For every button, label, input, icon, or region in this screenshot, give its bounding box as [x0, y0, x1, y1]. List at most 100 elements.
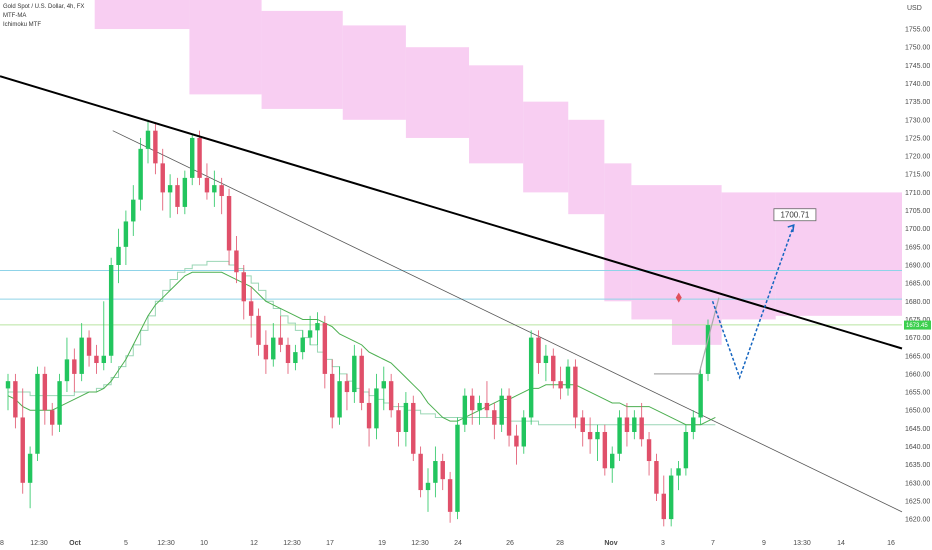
candle-body[interactable] [153, 130, 158, 164]
candle-body[interactable] [278, 337, 283, 345]
candle-body[interactable] [455, 424, 460, 512]
indicator-ichimoku[interactable]: Ichimoku MTF [3, 22, 42, 28]
candle-body[interactable] [20, 417, 25, 483]
candle-body[interactable] [433, 461, 438, 483]
candle-body[interactable] [632, 417, 637, 432]
candle-body[interactable] [359, 355, 364, 403]
candle-body[interactable] [271, 337, 276, 360]
candle-body[interactable] [691, 417, 696, 432]
candle-body[interactable] [646, 439, 652, 462]
candle-body[interactable] [676, 468, 681, 476]
candle-body[interactable] [263, 344, 269, 360]
candle-body[interactable] [285, 344, 291, 364]
candle-body[interactable] [506, 395, 512, 436]
candle-body[interactable] [204, 177, 210, 193]
candle-body[interactable] [300, 337, 305, 353]
candle-body[interactable] [536, 337, 541, 364]
candle-body[interactable] [396, 410, 401, 432]
candle-body[interactable] [462, 395, 468, 425]
candle-body[interactable] [182, 177, 188, 207]
projection-path[interactable] [711, 224, 795, 380]
candle-body[interactable] [477, 402, 482, 411]
candle-body[interactable] [668, 475, 674, 520]
candle-body[interactable] [116, 246, 121, 265]
candle-body[interactable] [602, 431, 608, 469]
candle-body[interactable] [551, 355, 556, 382]
candle-body[interactable] [138, 148, 143, 200]
candle-body[interactable] [587, 431, 593, 440]
candle-body[interactable] [654, 461, 659, 494]
candle-body[interactable] [212, 185, 217, 193]
candle-body[interactable] [492, 410, 497, 425]
candle-body[interactable] [108, 265, 114, 356]
candle-body[interactable] [499, 395, 504, 425]
candle-body[interactable] [160, 163, 165, 193]
candle-body[interactable] [145, 130, 151, 149]
candle-body[interactable] [50, 410, 55, 425]
candle-body[interactable] [705, 325, 711, 374]
candle-body[interactable] [131, 199, 136, 222]
projection-grey-path[interactable] [653, 297, 720, 375]
target-label-box[interactable] [773, 208, 817, 222]
candle-body[interactable] [219, 185, 224, 197]
candle-body[interactable] [411, 402, 416, 454]
candle-body[interactable] [573, 366, 578, 418]
candle-body[interactable] [94, 355, 99, 364]
candle-body[interactable] [64, 359, 70, 382]
candle-body[interactable] [175, 185, 180, 207]
candle-body[interactable] [79, 337, 84, 374]
candle-body[interactable] [440, 461, 445, 480]
candle-body[interactable] [344, 381, 350, 393]
descending-trendline[interactable] [112, 130, 903, 513]
candle-body[interactable] [293, 352, 298, 364]
candle-body[interactable] [447, 479, 453, 512]
candle-body[interactable] [197, 137, 202, 178]
candle-body[interactable] [330, 373, 335, 418]
indicator-mtf-ma[interactable]: MTF-MA [3, 13, 27, 19]
candle-body[interactable] [315, 323, 320, 331]
candle-body[interactable] [514, 435, 519, 447]
signal-marker[interactable] [675, 292, 682, 303]
candle-body[interactable] [337, 381, 342, 418]
candle-body[interactable] [639, 417, 644, 440]
candle-body[interactable] [57, 381, 62, 425]
candle-body[interactable] [226, 196, 232, 251]
resistance-trendline[interactable] [0, 75, 903, 350]
candle-body[interactable] [13, 381, 18, 418]
candle-body[interactable] [256, 315, 261, 345]
candle-body[interactable] [580, 417, 585, 432]
candle-body[interactable] [470, 395, 475, 411]
candle-body[interactable] [5, 381, 11, 389]
candle-body[interactable] [322, 323, 328, 374]
candle-body[interactable] [425, 482, 431, 491]
candle-body[interactable] [123, 221, 129, 247]
candle-body[interactable] [388, 381, 394, 411]
candle-body[interactable] [698, 373, 703, 418]
candle-body[interactable] [248, 301, 254, 316]
candle-body[interactable] [558, 381, 563, 389]
candle-body[interactable] [661, 493, 666, 520]
candle-body[interactable] [403, 402, 409, 432]
candle-body[interactable] [624, 417, 630, 432]
candle-body[interactable] [565, 366, 571, 389]
candle-body[interactable] [190, 137, 195, 178]
candle-body[interactable] [167, 185, 173, 193]
candle-body[interactable] [27, 453, 33, 483]
candle-body[interactable] [484, 402, 490, 411]
candle-body[interactable] [595, 431, 600, 440]
candle-body[interactable] [617, 417, 622, 454]
candle-body[interactable] [683, 431, 689, 469]
candle-body[interactable] [528, 337, 534, 418]
candle-body[interactable] [543, 355, 549, 364]
candle-body[interactable] [234, 250, 239, 273]
candle-body[interactable] [101, 355, 106, 364]
candle-body[interactable] [42, 373, 48, 411]
candle-body[interactable] [307, 330, 313, 338]
candle-body[interactable] [418, 453, 423, 491]
candle-body[interactable] [241, 272, 246, 302]
candle-body[interactable] [381, 381, 386, 389]
candle-body[interactable] [86, 337, 92, 356]
candle-body[interactable] [366, 402, 372, 429]
